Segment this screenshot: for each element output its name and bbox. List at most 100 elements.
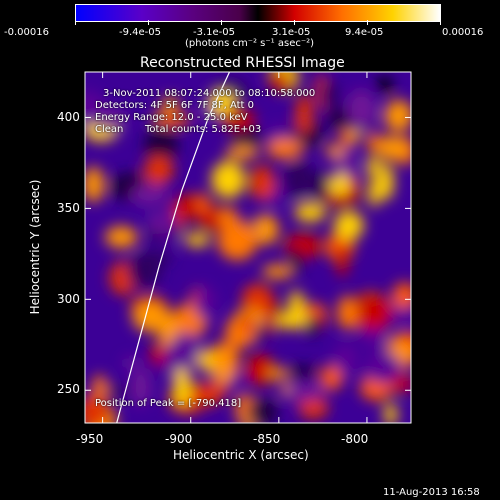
heatmap-blob bbox=[163, 208, 177, 247]
annotation-peak: Position of Peak = [-790,418] bbox=[95, 398, 242, 409]
footer-date: 11-Aug-2013 16:58 bbox=[383, 487, 480, 498]
annotation-time-range: 3-Nov-2011 08:07:24.000 to 08:10:58.000 bbox=[103, 88, 316, 99]
heatmap-blob bbox=[144, 127, 179, 164]
heatmap-blob bbox=[92, 374, 107, 402]
colorbar-tick-label: -0.00016 bbox=[4, 27, 49, 38]
heatmap-blob bbox=[267, 367, 289, 380]
heatmap-blob bbox=[364, 351, 402, 384]
chart-title: Reconstructed RHESSI Image bbox=[140, 55, 345, 71]
heatmap-blob bbox=[302, 304, 327, 317]
heatmap-blob bbox=[215, 348, 231, 386]
heatmap-blob bbox=[161, 96, 179, 112]
heatmap-blob bbox=[130, 183, 168, 206]
heatmap-blob bbox=[266, 138, 303, 159]
heatmap-blob bbox=[252, 214, 279, 245]
heatmap-blob bbox=[134, 251, 173, 265]
annotation-detectors: Detectors: 4F 5F 6F 7F 8F, Att 0 bbox=[95, 100, 255, 111]
annotation-method: Clean bbox=[95, 124, 124, 135]
heatmap-blob bbox=[143, 155, 174, 185]
heatmap-blob bbox=[313, 172, 329, 203]
heatmap-blob bbox=[295, 94, 312, 134]
heatmap-blob bbox=[368, 178, 381, 208]
heatmap-blob bbox=[326, 143, 343, 159]
y-tick-label: 350 bbox=[57, 201, 80, 215]
heatmap-blob bbox=[346, 90, 377, 129]
colorbar-unit: (photons cm⁻² s⁻¹ asec⁻²) bbox=[185, 38, 315, 49]
heatmap-blob bbox=[241, 312, 254, 334]
heatmap-blob bbox=[400, 331, 411, 349]
heatmap-blob bbox=[285, 365, 319, 378]
heatmap-blob bbox=[225, 146, 259, 160]
heatmap-blob bbox=[276, 311, 309, 329]
heatmap-blob bbox=[269, 72, 292, 92]
x-tick-label: -950 bbox=[76, 432, 104, 446]
heatmap-blob bbox=[105, 226, 138, 249]
heatmap-blob bbox=[184, 233, 211, 247]
y-tick-label: 300 bbox=[57, 292, 80, 306]
heatmap-blob bbox=[85, 166, 104, 203]
heatmap-blob bbox=[211, 160, 246, 199]
heatmap-blob bbox=[320, 364, 343, 391]
heatmap-blob bbox=[123, 357, 140, 370]
colorbar-ticks bbox=[75, 20, 441, 26]
heatmap-blob bbox=[328, 173, 351, 197]
heatmap-blob bbox=[93, 109, 128, 130]
colorbar-tick-label: 9.4e-05 bbox=[345, 27, 384, 38]
x-tick-label: -850 bbox=[253, 432, 281, 446]
y-tick-label: 250 bbox=[57, 382, 80, 396]
heatmap-blob bbox=[384, 402, 397, 423]
heatmap-blob bbox=[148, 211, 167, 235]
heatmap-blob bbox=[336, 241, 349, 278]
plot-frame bbox=[84, 71, 412, 424]
heatmap-blob bbox=[283, 233, 322, 259]
heatmap-blob bbox=[85, 395, 110, 423]
heatmap-blob bbox=[241, 283, 273, 315]
heatmap-blob bbox=[358, 293, 392, 331]
heatmap-blob bbox=[367, 155, 381, 179]
heatmap-blob bbox=[392, 282, 411, 309]
heatmap-blob bbox=[320, 185, 360, 207]
heatmap-blob bbox=[340, 129, 355, 148]
heatmap-blob bbox=[286, 382, 324, 402]
heatmap-blob bbox=[173, 367, 192, 407]
colorbar-tick-label: -9.4e-05 bbox=[119, 27, 161, 38]
heatmap-blob bbox=[377, 135, 408, 161]
heatmap-blob bbox=[249, 165, 275, 201]
solar-limb-curve bbox=[116, 72, 231, 423]
heatmap-blob bbox=[333, 210, 364, 241]
heatmap-blob bbox=[217, 221, 258, 261]
heatmap-blob bbox=[175, 194, 199, 219]
y-tick-label: 400 bbox=[57, 110, 80, 124]
x-tick-label: -800 bbox=[341, 432, 369, 446]
peak-marker bbox=[376, 76, 393, 93]
colorbar bbox=[75, 4, 441, 22]
heatmap-blob bbox=[162, 341, 196, 381]
x-axis-title: Heliocentric X (arcsec) bbox=[173, 448, 309, 462]
annotation-counts: Total counts: 5.82E+03 bbox=[145, 124, 262, 135]
heatmap-blob bbox=[379, 163, 394, 201]
heatmap-blob bbox=[298, 395, 329, 419]
heatmap-blob bbox=[384, 99, 411, 132]
heatmap-blob bbox=[319, 80, 340, 109]
colorbar-tick-label: 3.1e-05 bbox=[272, 27, 311, 38]
heatmap-blob bbox=[132, 301, 168, 332]
heatmap-blob bbox=[289, 246, 303, 274]
heatmap-blob bbox=[283, 159, 314, 199]
heatmap-blob bbox=[209, 91, 236, 116]
colorbar-tick-label: -3.1e-05 bbox=[193, 27, 235, 38]
heatmap-blob bbox=[156, 113, 191, 127]
colorbar-tick-label: 0.00016 bbox=[442, 27, 484, 38]
heatmap-blob bbox=[245, 353, 276, 386]
heatmap-blob bbox=[246, 399, 278, 423]
heatmap-blob bbox=[195, 287, 215, 320]
annotation-energy: Energy Range: 12.0 - 25.0 keV bbox=[95, 112, 248, 123]
heatmap-blob bbox=[262, 264, 293, 279]
heatmap-blob bbox=[337, 295, 358, 330]
heatmap-blob bbox=[231, 123, 260, 155]
y-axis-title: Heliocentric Y (arcsec) bbox=[28, 179, 42, 315]
x-tick-label: -900 bbox=[165, 432, 193, 446]
heatmap-blob bbox=[130, 367, 151, 407]
heatmap-blob bbox=[333, 342, 359, 376]
heatmap-blob bbox=[219, 109, 256, 129]
